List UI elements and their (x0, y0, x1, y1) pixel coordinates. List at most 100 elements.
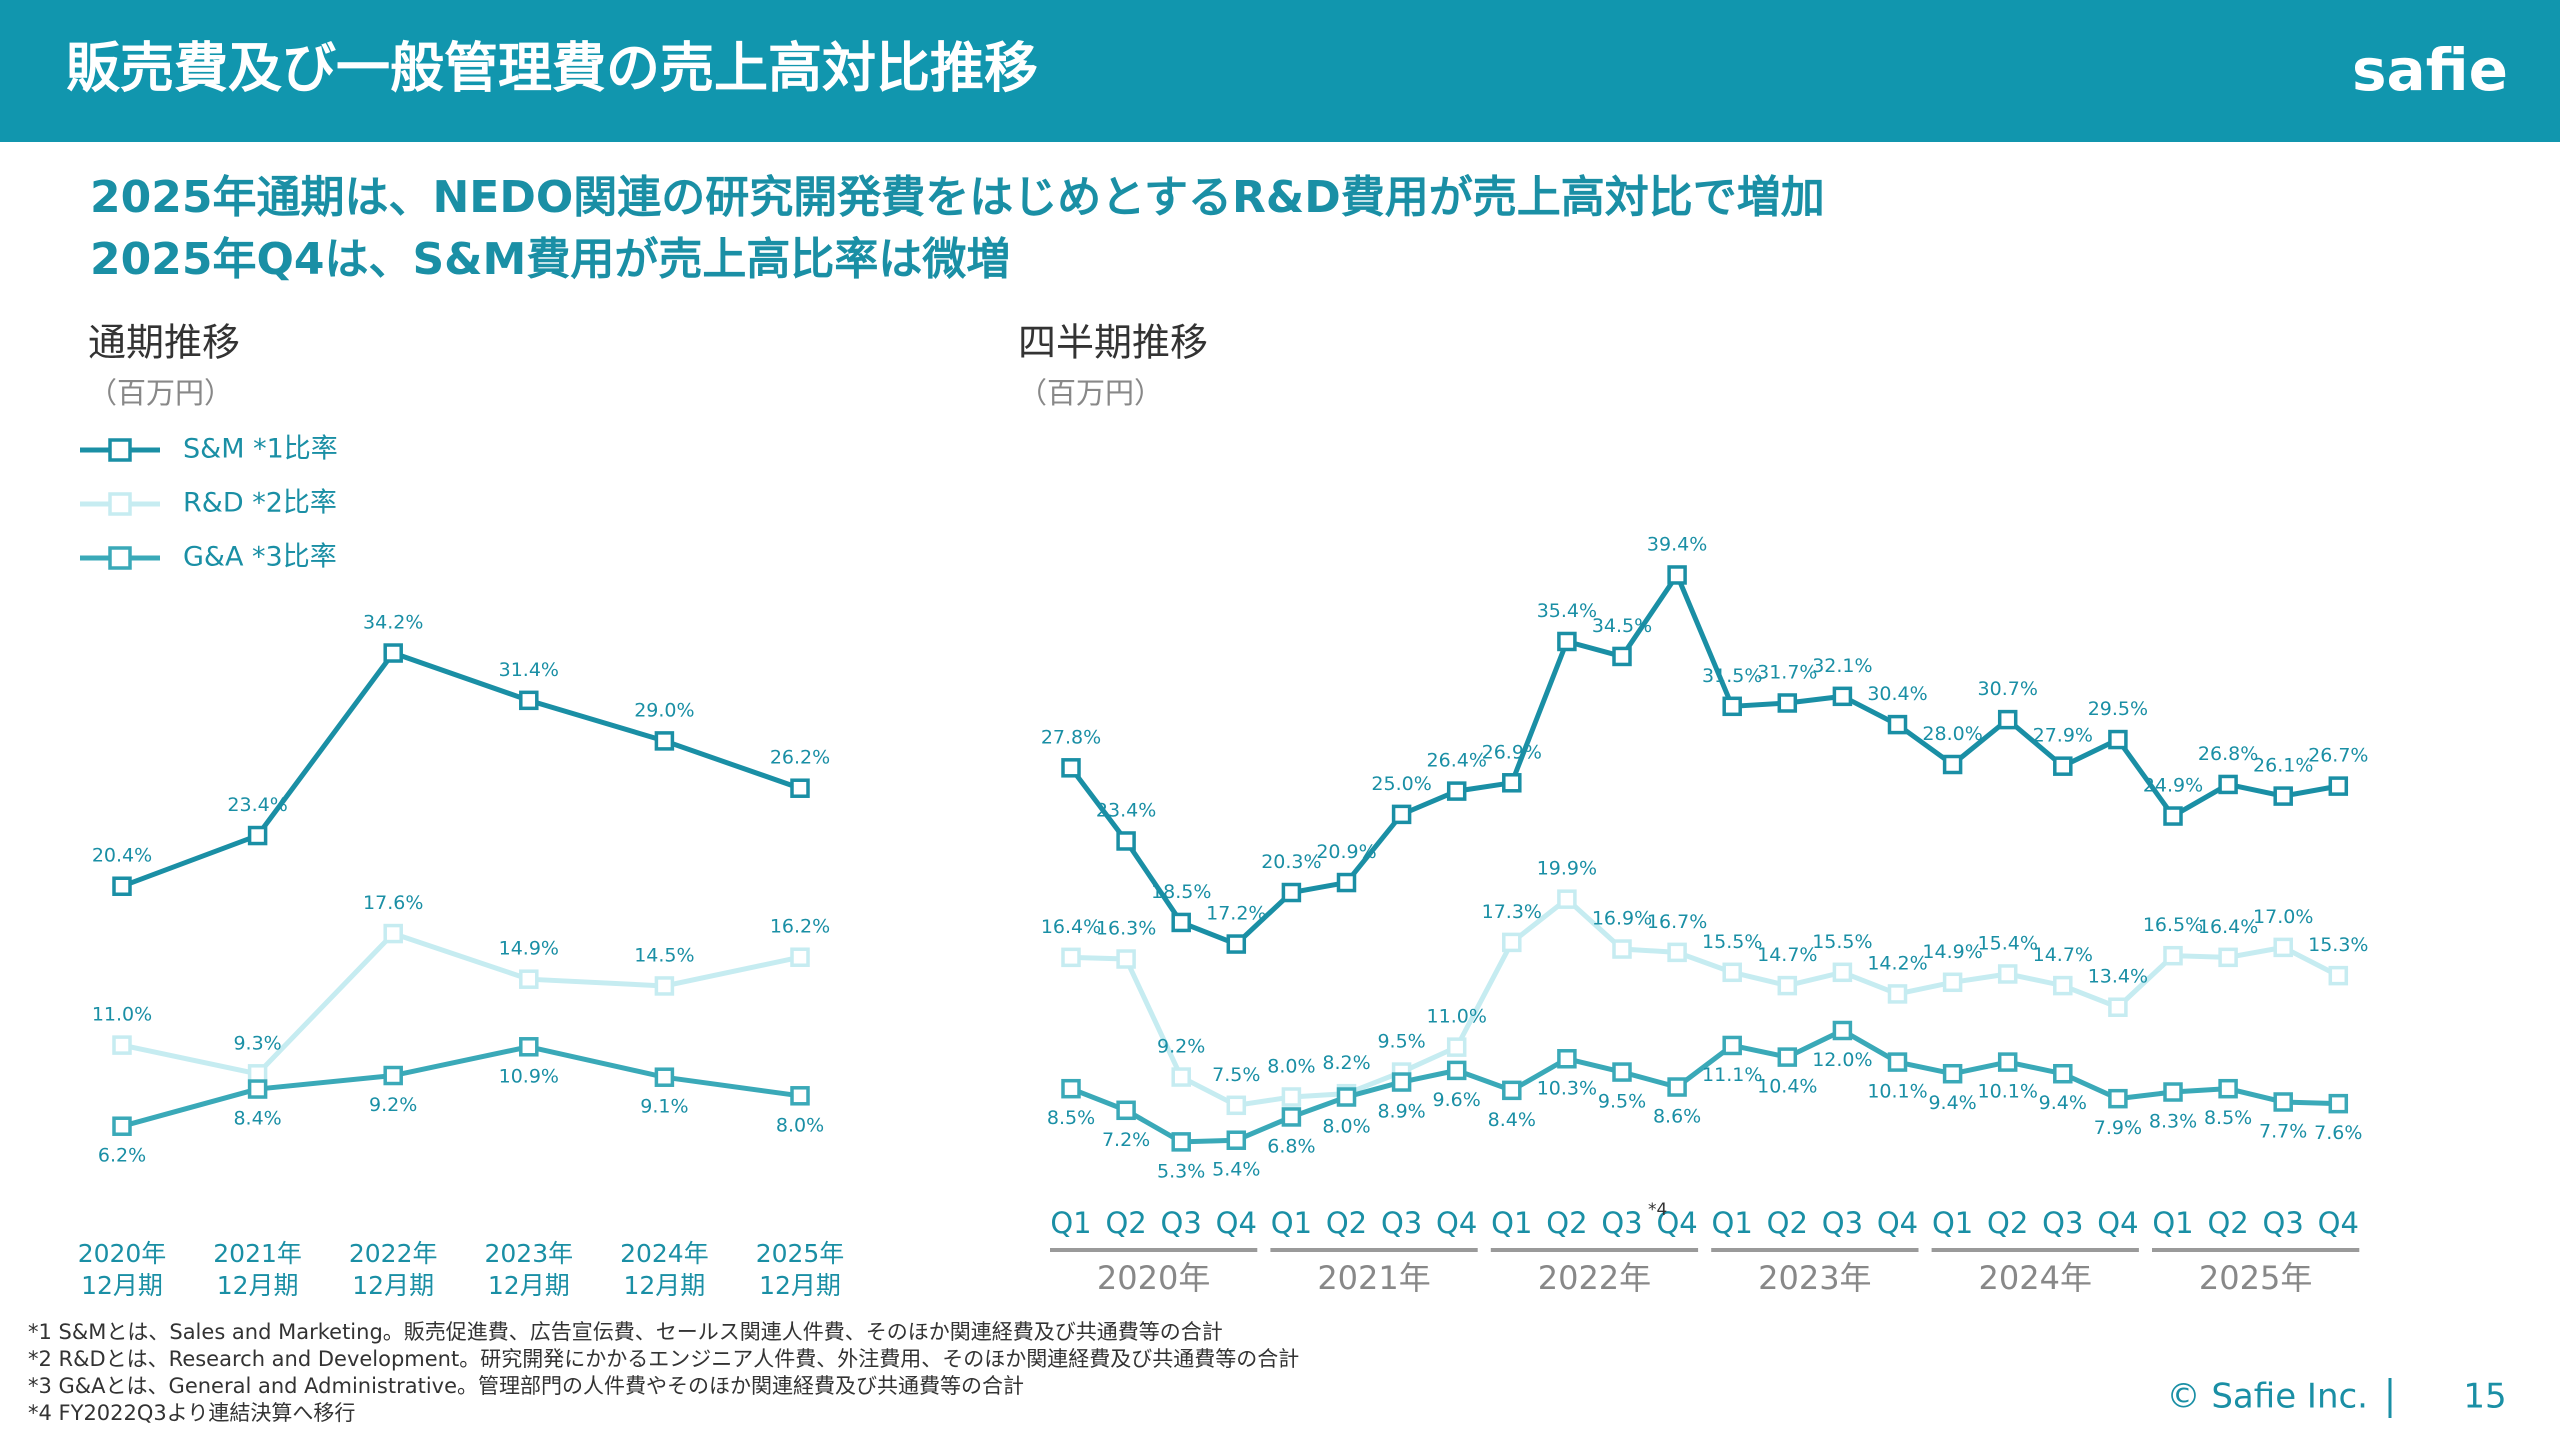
data-label: 8.0% (776, 1114, 824, 1136)
data-point (1281, 1107, 1302, 1127)
x-tick-label: 12月期 (81, 1271, 163, 1300)
data-point (1336, 872, 1357, 893)
data-point (1502, 932, 1522, 953)
footnote: *2 R&Dとは、Research and Development。研究開発にか… (28, 1347, 1299, 1371)
data-point (2328, 965, 2349, 986)
data-point (1832, 962, 1853, 983)
data-label: 28.0% (1922, 723, 1982, 745)
x-tick-label: Q3 (1161, 1206, 1202, 1240)
data-label: 5.4% (1212, 1159, 1260, 1181)
legend-marker (108, 546, 132, 570)
data-point (1446, 1037, 1467, 1057)
data-label: 17.0% (2253, 906, 2313, 928)
data-point (1391, 804, 1412, 825)
data-point (2328, 1093, 2349, 1114)
data-point (2108, 729, 2128, 750)
data-label: 10.1% (1867, 1081, 1927, 1103)
data-label: 14.5% (634, 944, 694, 966)
data-label: 14.7% (2033, 944, 2093, 966)
data-point (1722, 696, 1742, 717)
data-label: 32.1% (1812, 655, 1872, 677)
x-tick-label: Q2 (1987, 1206, 2028, 1240)
data-label: 17.2% (1206, 903, 1266, 925)
data-point (1832, 686, 1853, 707)
x-tick-label: Q4 (2097, 1206, 2138, 1240)
data-point (1777, 975, 1798, 996)
data-point (1612, 939, 1632, 959)
data-label: 8.0% (1322, 1116, 1370, 1138)
group-label: 2021年 (1317, 1259, 1430, 1297)
x-tick-label: 2024年 (620, 1239, 709, 1268)
data-point (2218, 1078, 2238, 1099)
data-label: 16.4% (1041, 916, 1101, 938)
data-label: 26.9% (1482, 741, 1542, 763)
data-label: 8.9% (1377, 1101, 1425, 1123)
logo: safie (2352, 36, 2508, 104)
data-label: 17.3% (1482, 901, 1542, 923)
data-label: 26.1% (2253, 755, 2313, 777)
data-label: 19.9% (1537, 858, 1597, 880)
data-label: 9.3% (233, 1032, 281, 1054)
x-tick-label: Q4 (1436, 1206, 1477, 1240)
data-label: 9.6% (1433, 1089, 1481, 1111)
data-point (2218, 774, 2238, 795)
chart-title: 通期推移 (88, 321, 240, 365)
data-point (247, 825, 268, 846)
data-label: 26.7% (2308, 745, 2368, 767)
data-point (790, 947, 810, 967)
data-point (2163, 945, 2183, 966)
data-label: 35.4% (1537, 600, 1597, 622)
x-tick-label: 12月期 (488, 1271, 570, 1300)
data-label: 7.5% (1212, 1064, 1260, 1086)
data-point (1557, 889, 1577, 909)
data-point (1942, 754, 1963, 775)
annotation: *4 (1648, 1200, 1667, 1220)
x-tick-label: Q1 (1491, 1206, 1532, 1240)
data-label: 25.0% (1371, 773, 1431, 795)
x-tick-label: Q2 (1546, 1206, 1587, 1240)
data-point (1336, 1087, 1357, 1107)
data-label: 8.5% (2204, 1107, 2252, 1129)
data-label: 18.5% (1151, 881, 1211, 903)
data-point (2163, 1082, 2183, 1102)
data-point (383, 923, 403, 944)
data-label: 8.4% (1488, 1109, 1536, 1131)
x-tick-label: 12月期 (352, 1271, 434, 1300)
data-label: 23.4% (227, 794, 287, 816)
data-label: 15.5% (1812, 931, 1872, 953)
series-line (121, 650, 801, 889)
data-label: 26.2% (770, 747, 830, 769)
data-label: 6.8% (1267, 1135, 1315, 1157)
data-point (247, 1079, 268, 1099)
data-point (1887, 1052, 1908, 1072)
data-label: 29.5% (2088, 698, 2148, 720)
data-point (1942, 972, 1963, 993)
data-label: 20.3% (1261, 851, 1321, 873)
data-label: 34.5% (1592, 615, 1652, 637)
footnote: *3 G&Aとは、General and Administrative。管理部門… (28, 1374, 1024, 1398)
data-label: 7.6% (2314, 1122, 2362, 1144)
data-label: 10.3% (1537, 1077, 1597, 1099)
x-tick-label: Q2 (1105, 1206, 1146, 1240)
data-label: 7.2% (1102, 1129, 1150, 1151)
data-label: 10.9% (499, 1065, 559, 1087)
data-point (654, 731, 675, 751)
data-label: 15.5% (1702, 931, 1762, 953)
group-label: 2022年 (1538, 1259, 1651, 1297)
data-label: 15.4% (1978, 932, 2038, 954)
data-label: 14.9% (499, 938, 559, 960)
data-label: 6.2% (98, 1145, 146, 1167)
data-point (1612, 646, 1632, 667)
x-tick-label: 2022年 (349, 1239, 438, 1268)
footnote: *1 S&Mとは、Sales and Marketing。販売促進費、広告宣伝費… (28, 1320, 1223, 1344)
data-label: 16.7% (1647, 911, 1707, 933)
data-point (519, 969, 539, 989)
data-point (1502, 1080, 1522, 1101)
copyright: © Safie Inc. (2167, 1377, 2368, 1417)
group-label: 2020年 (1097, 1259, 1210, 1297)
data-label: 16.9% (1592, 908, 1652, 930)
x-tick-label: 2020年 (78, 1239, 167, 1268)
data-point (1061, 947, 1081, 968)
data-point (1281, 1087, 1302, 1107)
